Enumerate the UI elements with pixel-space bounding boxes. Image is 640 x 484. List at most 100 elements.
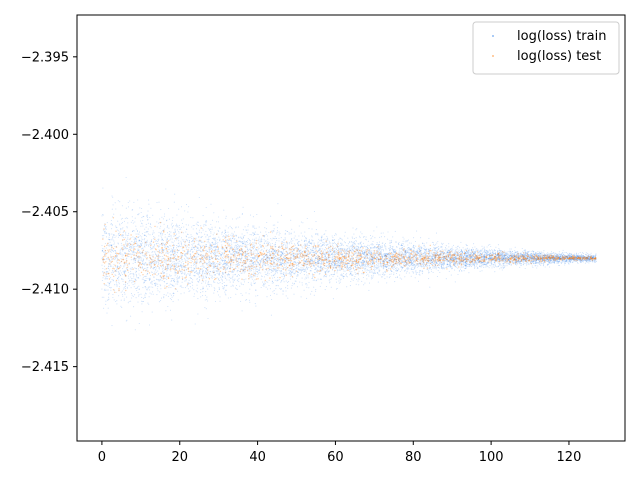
data-point (147, 222, 149, 224)
data-point (321, 235, 323, 237)
data-point (564, 251, 566, 254)
data-point (178, 264, 180, 266)
data-point (306, 297, 308, 299)
data-point (288, 272, 290, 274)
data-point (310, 270, 312, 272)
data-point (411, 261, 413, 263)
data-point (240, 282, 242, 284)
data-point (200, 296, 202, 298)
data-point (341, 255, 343, 257)
data-point (368, 245, 370, 247)
data-point (169, 233, 171, 235)
data-point (159, 232, 161, 234)
data-point (305, 255, 308, 257)
data-point (481, 251, 483, 253)
data-point (270, 271, 272, 274)
data-point (534, 258, 536, 260)
data-point (468, 253, 470, 255)
data-point (315, 263, 317, 265)
data-point (309, 269, 311, 272)
data-point (364, 250, 366, 252)
data-point (362, 273, 364, 275)
data-point (574, 253, 576, 255)
data-point (465, 259, 467, 261)
data-point (484, 266, 486, 268)
data-point (232, 271, 234, 273)
data-point (303, 258, 306, 260)
data-point (252, 244, 254, 246)
data-point (221, 276, 223, 278)
data-point (484, 259, 486, 261)
data-point (146, 264, 148, 266)
data-point (435, 263, 437, 265)
data-point (381, 273, 383, 276)
data-point (382, 266, 384, 268)
data-point (290, 233, 292, 235)
data-point (280, 256, 282, 258)
data-point (234, 256, 236, 258)
data-point (303, 289, 305, 291)
data-point (140, 243, 143, 245)
data-point (494, 256, 496, 258)
data-point (154, 269, 156, 271)
data-point (307, 275, 309, 277)
data-point (392, 265, 394, 267)
data-point (590, 257, 592, 259)
data-point (208, 258, 210, 260)
data-point (395, 270, 397, 272)
data-point (171, 296, 173, 298)
data-point (201, 274, 203, 276)
data-point (249, 214, 252, 216)
data-point (134, 294, 136, 296)
data-point (445, 250, 447, 252)
data-point (171, 219, 174, 222)
data-point (275, 288, 277, 290)
data-point (128, 300, 130, 303)
data-point (146, 216, 149, 219)
data-point (526, 264, 528, 266)
data-point (326, 239, 328, 241)
data-point (216, 254, 218, 256)
data-point (161, 216, 163, 218)
data-point (175, 259, 178, 262)
data-point (536, 256, 538, 258)
data-point (347, 268, 349, 270)
data-point (499, 263, 501, 265)
data-point (454, 256, 456, 259)
data-point (280, 255, 282, 257)
data-point (273, 228, 275, 230)
data-point (265, 233, 267, 235)
data-point (548, 256, 550, 258)
data-point (317, 243, 319, 245)
data-point (202, 249, 204, 251)
data-point (130, 247, 132, 249)
data-point (575, 259, 577, 261)
data-point (499, 254, 501, 256)
data-point (294, 255, 296, 257)
data-point (178, 268, 180, 270)
data-point (224, 229, 227, 231)
data-point (381, 257, 383, 259)
data-point (280, 246, 282, 248)
data-point (428, 268, 430, 270)
data-point (498, 257, 500, 259)
data-point (441, 244, 443, 246)
data-point (439, 253, 441, 255)
data-point (169, 297, 171, 300)
data-point (248, 293, 250, 295)
data-point (483, 254, 485, 257)
data-point (255, 289, 257, 291)
data-point (560, 262, 563, 264)
data-point (533, 258, 536, 260)
data-point (202, 295, 204, 297)
data-point (318, 244, 320, 246)
data-point (181, 245, 183, 247)
data-point (476, 260, 478, 262)
data-point (353, 270, 355, 272)
data-point (146, 231, 148, 233)
data-point (193, 293, 196, 295)
data-point (327, 252, 329, 254)
data-point (347, 237, 349, 239)
data-point (594, 257, 596, 259)
data-point (249, 274, 251, 276)
